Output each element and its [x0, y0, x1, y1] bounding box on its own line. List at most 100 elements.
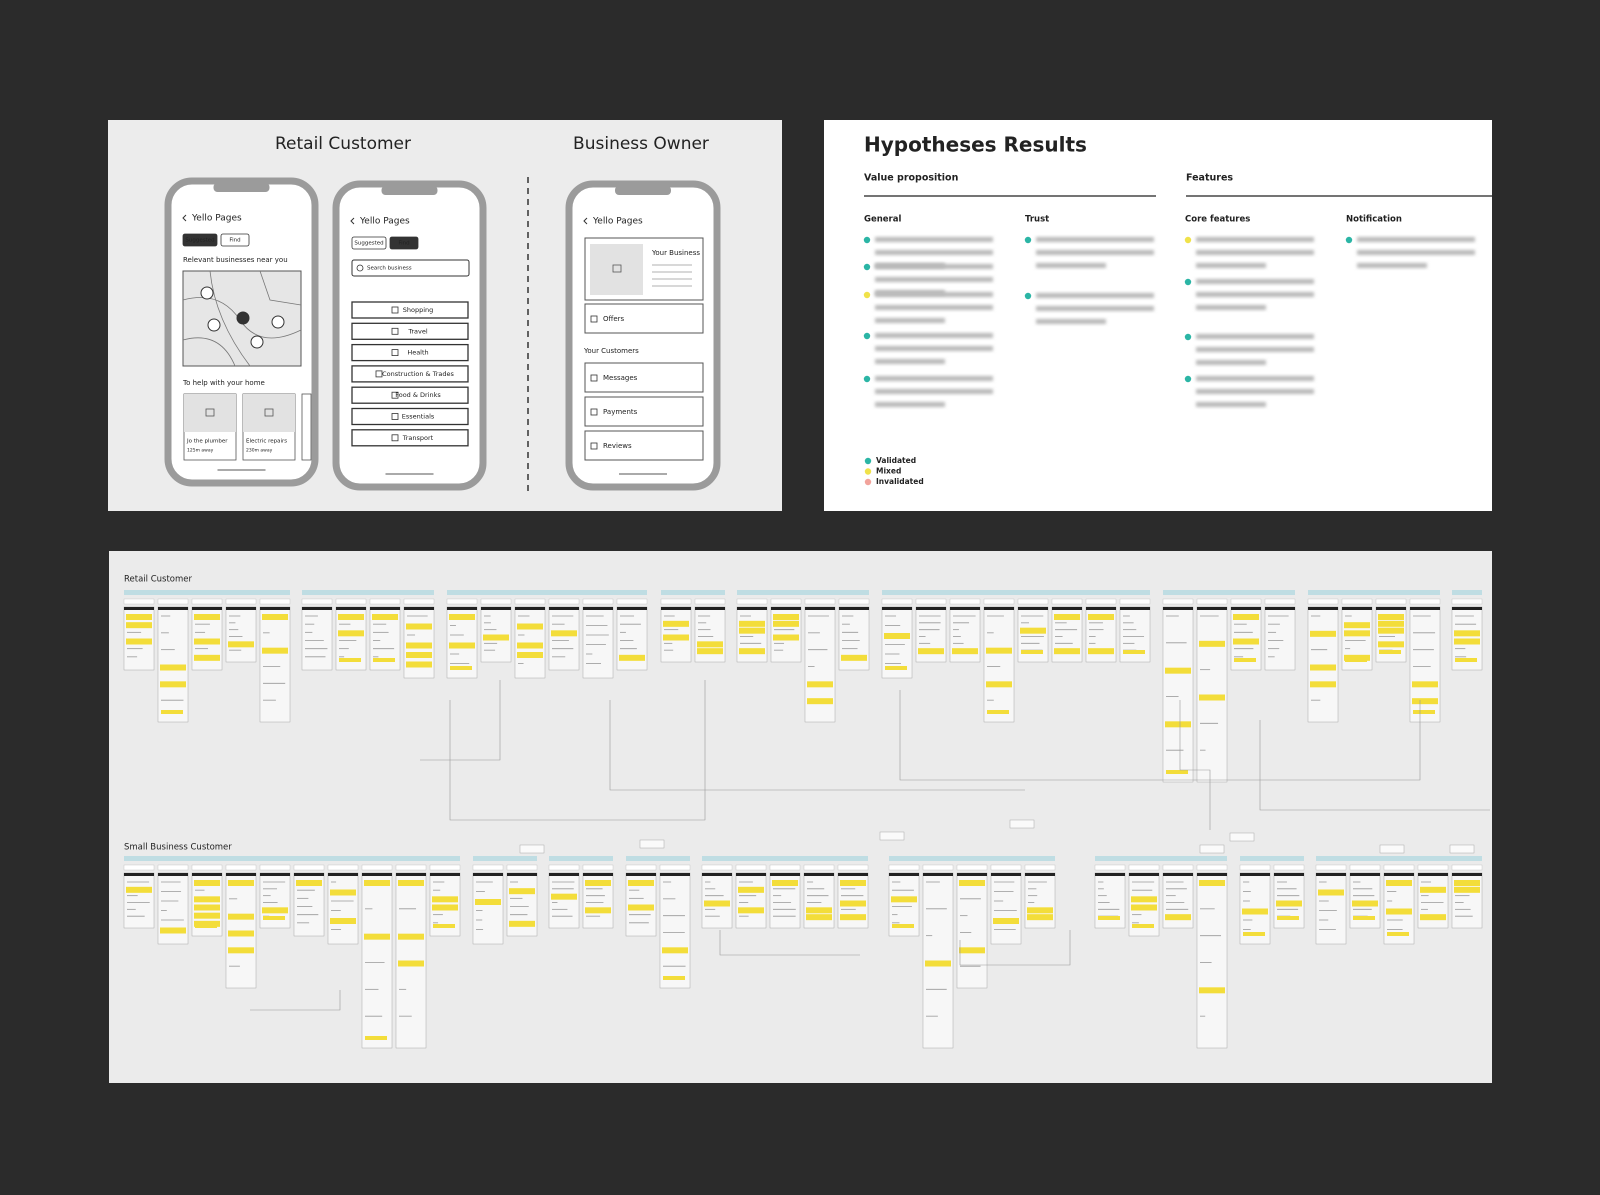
mini-status-bar	[192, 873, 222, 876]
flow-group-header	[661, 590, 725, 595]
image-icon	[205, 408, 215, 417]
screen-label	[225, 598, 257, 605]
mini-highlight	[1054, 614, 1080, 620]
mini-highlight	[806, 914, 832, 921]
mini-status-bar	[404, 607, 434, 610]
category-button[interactable]: Travel	[351, 322, 469, 340]
mini-status-bar	[737, 607, 767, 610]
blurred-text	[875, 305, 993, 310]
category-icon	[391, 391, 399, 399]
category-button[interactable]: Construction & Trades	[351, 365, 469, 383]
mini-highlight	[1131, 896, 1157, 903]
mini-highlight	[398, 960, 424, 967]
screen-label	[1230, 598, 1262, 605]
category-icon	[391, 327, 399, 335]
screen-label	[1239, 864, 1271, 871]
flow-connector	[420, 680, 501, 761]
screen-label	[616, 598, 648, 605]
legend-label: Mixed	[876, 467, 901, 476]
mini-status-bar	[447, 607, 477, 610]
mini-status-bar	[549, 607, 579, 610]
screen-label	[1349, 864, 1381, 871]
mini-highlight	[330, 889, 356, 896]
mini-highlight	[619, 654, 645, 661]
screen-label	[335, 598, 367, 605]
mini-status-bar	[957, 873, 987, 876]
phone-notch	[381, 186, 438, 195]
mini-button	[263, 916, 285, 920]
mini-highlight	[194, 920, 220, 927]
category-button-box	[351, 322, 469, 340]
category-button-box	[351, 365, 469, 383]
mini-highlight	[1242, 908, 1268, 915]
flow-group-header	[1452, 590, 1482, 595]
mini-highlight	[1310, 664, 1336, 671]
mini-highlight	[372, 614, 398, 620]
category-button[interactable]: Transport	[351, 429, 469, 447]
blurred-text	[875, 389, 993, 394]
blurred-text	[875, 402, 945, 407]
category-icon	[391, 434, 399, 442]
search-placeholder: Search business	[367, 266, 412, 272]
category-button-box	[351, 386, 469, 404]
map-pin	[250, 335, 264, 349]
mini-button	[919, 650, 941, 654]
mini-status-bar	[260, 873, 290, 876]
screen-label	[1196, 598, 1228, 605]
mini-button	[1379, 650, 1401, 654]
app-title: Yello Pages	[592, 217, 643, 227]
screen-label	[225, 864, 257, 871]
category-button[interactable]: Food & Drinks	[351, 386, 469, 404]
screen-label	[888, 864, 920, 871]
category-button[interactable]: Health	[351, 343, 469, 362]
mini-button	[195, 924, 217, 928]
screen-label	[506, 864, 538, 871]
customer-row	[584, 396, 704, 427]
mini-highlight	[697, 641, 723, 648]
mini-status-bar	[1163, 873, 1193, 876]
screen-label	[548, 598, 580, 605]
mini-highlight	[517, 642, 543, 649]
mini-status-bar	[660, 873, 690, 876]
group-title: Value proposition	[864, 173, 959, 184]
card-title: Jo the plumber	[186, 439, 228, 445]
category-icon	[391, 349, 399, 357]
screen-label	[369, 598, 401, 605]
screen-label	[1451, 864, 1483, 871]
blurred-text	[1196, 305, 1266, 310]
mini-status-bar	[507, 873, 537, 876]
category-button[interactable]: Essentials	[351, 407, 469, 426]
mini-highlight	[1454, 886, 1480, 893]
tab-label: Find	[229, 238, 240, 244]
offers-row	[584, 303, 704, 334]
mini-button	[885, 666, 907, 670]
blurred-text	[1196, 263, 1266, 268]
mini-status-bar	[1384, 873, 1414, 876]
mini-status-bar	[882, 607, 912, 610]
screen-label	[881, 598, 913, 605]
map-road	[182, 337, 236, 367]
screen-label	[123, 598, 155, 605]
screen-label	[770, 598, 802, 605]
screen-label	[803, 864, 835, 871]
mini-status-bar	[1129, 873, 1159, 876]
blurred-text	[875, 318, 945, 323]
mini-highlight	[585, 880, 611, 886]
flow-group-header	[1240, 856, 1304, 861]
blurred-text	[1196, 347, 1314, 352]
mini-button	[1345, 658, 1367, 662]
card-title: Electric repairs	[246, 439, 287, 445]
mini-button	[892, 924, 914, 928]
flow-connector	[250, 990, 341, 1011]
mini-button	[339, 658, 361, 662]
section-title: Retail Customer	[275, 134, 411, 154]
business-name: Your Business	[651, 249, 700, 257]
mini-highlight	[1344, 622, 1370, 629]
mini-highlight	[228, 947, 254, 954]
category-button[interactable]: Shopping	[351, 301, 469, 319]
mini-button	[1234, 658, 1256, 662]
mini-status-bar	[1274, 873, 1304, 876]
mini-status-bar	[158, 607, 188, 610]
mini-highlight	[364, 933, 390, 940]
mini-highlight	[1233, 614, 1259, 620]
